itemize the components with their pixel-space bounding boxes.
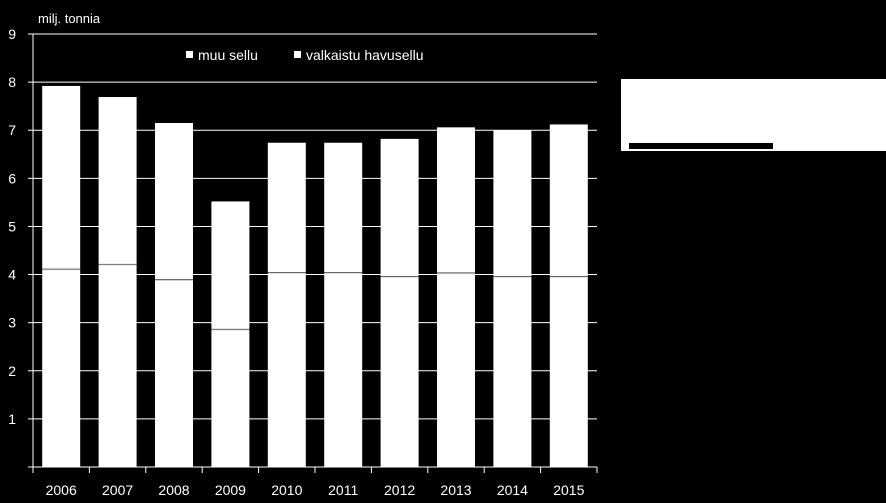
bar-segment-valkaistu-havusellu: [211, 329, 250, 467]
bar-segment-valkaistu-havusellu: [437, 273, 475, 467]
tick-labels: 1 2 3 4 5 6 7 8 9 2006 2007 2008 2009 2010 2011 2012 201…: [8, 26, 584, 498]
x-tick-label: 2013: [440, 482, 471, 498]
y-tick-label: 8: [8, 74, 16, 90]
bar-segment-valkaistu-havusellu: [380, 276, 419, 467]
bar-segment-muu-sellu: [324, 142, 363, 273]
y-tick-label: 4: [8, 267, 16, 283]
bar-segment-muu-sellu: [155, 123, 193, 280]
bar-segment-muu-sellu: [549, 124, 588, 276]
x-tick-label: 2006: [46, 482, 77, 498]
legend-label: muu sellu: [198, 47, 258, 63]
legend-panel-box: [621, 79, 886, 151]
y-tick-label: 6: [8, 170, 16, 186]
bar-segment-muu-sellu: [211, 201, 250, 329]
bar-segment-muu-sellu: [380, 138, 419, 276]
x-tick-label: 2009: [215, 482, 246, 498]
bar-segment-valkaistu-havusellu: [42, 269, 81, 467]
x-tick-label: 2008: [158, 482, 189, 498]
y-tick-label: 2: [8, 363, 16, 379]
x-tick-label: 2007: [102, 482, 133, 498]
bar-segment-valkaistu-havusellu: [493, 276, 532, 467]
x-tick-label: 2014: [497, 482, 528, 498]
legend-swatch: [186, 51, 193, 58]
bar-segment-muu-sellu: [267, 142, 306, 273]
legend-panel-line: [629, 143, 773, 149]
x-tick-label: 2015: [553, 482, 584, 498]
y-tick-label: 1: [8, 411, 16, 427]
bar-segment-muu-sellu: [437, 127, 475, 273]
x-tick-label: 2010: [271, 482, 302, 498]
y-tick-label: 3: [8, 315, 16, 331]
bar-segment-muu-sellu: [493, 130, 532, 276]
y-tick-label: 5: [8, 218, 16, 234]
bar-segment-valkaistu-havusellu: [155, 280, 193, 467]
bar-segment-valkaistu-havusellu: [324, 273, 363, 467]
bar-segment-valkaistu-havusellu: [549, 276, 588, 467]
bar-segment-muu-sellu: [42, 85, 81, 269]
x-tick-label: 2012: [384, 482, 415, 498]
bar-segment-valkaistu-havusellu: [98, 264, 137, 467]
bar-segment-muu-sellu: [98, 97, 137, 264]
bars: [42, 85, 588, 467]
x-tick-label: 2011: [328, 482, 358, 498]
y-tick-label: 9: [8, 26, 16, 42]
legend-label: valkaistu havusellu: [306, 47, 424, 63]
y-axis-label: milj. tonnia: [38, 11, 101, 26]
bar-segment-valkaistu-havusellu: [267, 273, 306, 467]
legend-swatch: [294, 51, 301, 58]
y-tick-label: 7: [8, 122, 16, 138]
axes: [28, 33, 598, 473]
legend: muu sellu valkaistu havusellu: [186, 47, 424, 63]
